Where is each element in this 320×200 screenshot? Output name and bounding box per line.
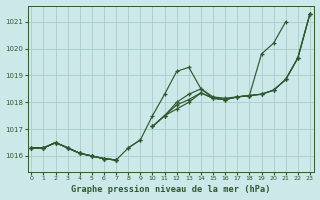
X-axis label: Graphe pression niveau de la mer (hPa): Graphe pression niveau de la mer (hPa) bbox=[71, 185, 270, 194]
